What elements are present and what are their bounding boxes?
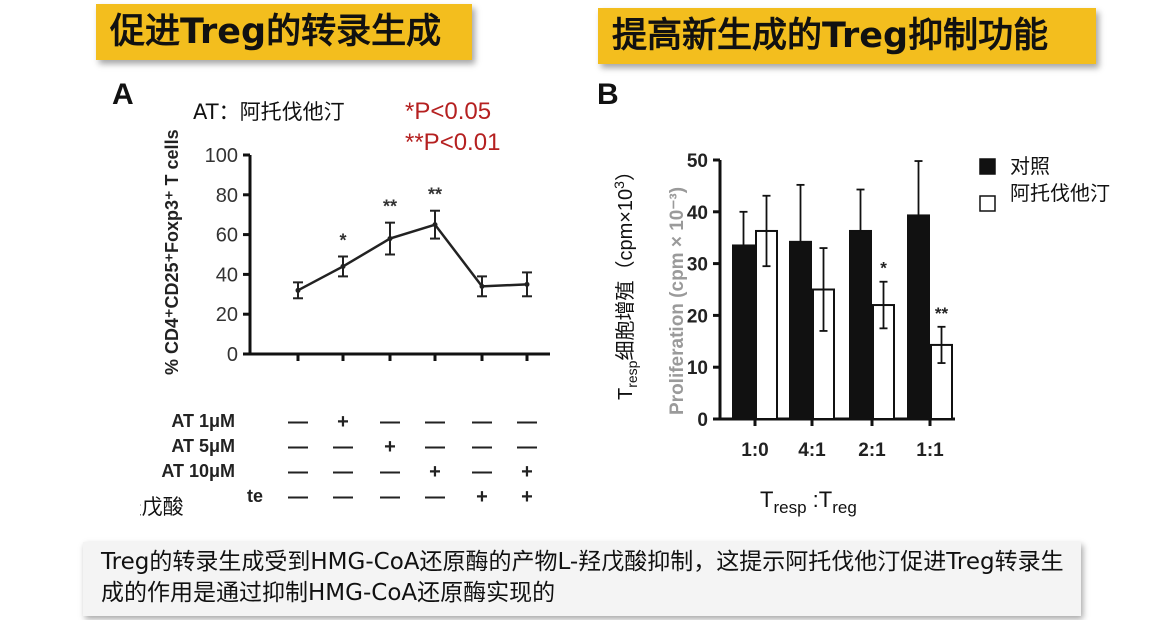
condition-mark: — bbox=[380, 486, 400, 508]
data-point bbox=[432, 222, 438, 228]
condition-mark: — bbox=[288, 461, 308, 483]
conclusion-text: Treg的转录生成受到HMG-CoA还原酶的产物L-羟戊酸抑制，这提示阿托伐他汀… bbox=[101, 549, 1064, 606]
y-tick-label: 20 bbox=[216, 304, 238, 326]
y-tick-label: 0 bbox=[697, 410, 708, 431]
condition-mark: — bbox=[333, 461, 353, 483]
significance-mark: * bbox=[339, 230, 346, 250]
x-tick-label: 1:1 bbox=[916, 440, 944, 461]
bar-control bbox=[849, 229, 872, 420]
data-line bbox=[297, 223, 528, 292]
condition-mark: — bbox=[517, 436, 537, 458]
condition-mark: — bbox=[333, 436, 353, 458]
bar-control bbox=[789, 240, 812, 421]
condition-mark: + bbox=[521, 461, 533, 483]
y-axis-label: Tresp细胞增殖（cpm×103） bbox=[611, 161, 640, 400]
significance-p001: **P<0.01 bbox=[405, 129, 501, 156]
x-tick-label: 2:1 bbox=[858, 440, 886, 461]
bar-chart-area: Proliferation (cpm × 10⁻³) Tresp细胞增殖（cpm×… bbox=[611, 151, 1110, 517]
condition-mark: — bbox=[517, 411, 537, 433]
condition-mark: — bbox=[333, 486, 353, 508]
condition-mark: — bbox=[425, 436, 445, 458]
panel-a-letter: A bbox=[112, 78, 134, 111]
condition-mark: — bbox=[288, 486, 308, 508]
condition-label: AT 5μM bbox=[171, 436, 235, 456]
condition-label-partial: te bbox=[247, 486, 263, 506]
condition-mark: + bbox=[337, 411, 349, 433]
y-tick-label: 30 bbox=[687, 255, 708, 276]
y-tick-label: 100 bbox=[205, 145, 238, 167]
condition-mark: + bbox=[476, 486, 488, 508]
panel-b-chart: Proliferation (cpm × 10⁻³) Tresp细胞增殖（cpm×… bbox=[611, 151, 1110, 517]
condition-mark: — bbox=[288, 436, 308, 458]
y-tick-label: 50 bbox=[687, 151, 708, 172]
x-tick-label: 1:0 bbox=[741, 440, 768, 461]
y-tick-label: 60 bbox=[216, 225, 238, 247]
title-banner-right: 提高新生成的Treg抑制功能 bbox=[598, 8, 1096, 64]
legend-swatch-control bbox=[979, 158, 996, 175]
condition-mark: — bbox=[472, 461, 492, 483]
condition-mark: + bbox=[521, 486, 533, 508]
y-tick-label: 40 bbox=[216, 264, 238, 286]
significance-mark: ** bbox=[935, 304, 949, 323]
conclusion-box: Treg的转录生成受到HMG-CoA还原酶的产物L-羟戊酸抑制，这提示阿托伐他汀… bbox=[83, 542, 1081, 616]
legend-label-control: 对照 bbox=[1010, 155, 1050, 178]
x-axis-label: Tresp :Treg bbox=[760, 487, 857, 517]
title-banner-left: 促进Treg的转录生成 bbox=[96, 4, 472, 60]
y-axis-ghost-label: Proliferation (cpm × 10⁻³) bbox=[667, 187, 688, 415]
y-tick-label: 0 bbox=[227, 344, 238, 366]
at-abbreviation-note: AT：阿托伐他汀 bbox=[193, 100, 345, 124]
significance-mark: ** bbox=[428, 185, 442, 205]
bar-control bbox=[907, 214, 930, 421]
data-point bbox=[479, 283, 485, 289]
condition-mark: — bbox=[472, 436, 492, 458]
condition-mark: — bbox=[380, 411, 400, 433]
condition-mark: — bbox=[425, 411, 445, 433]
y-tick-label: 80 bbox=[216, 185, 238, 207]
condition-label: L－羟戊酸 bbox=[140, 496, 184, 519]
condition-mark: — bbox=[425, 486, 445, 508]
data-point bbox=[387, 236, 393, 242]
x-tick-label: 4:1 bbox=[798, 440, 826, 461]
condition-mark: + bbox=[384, 436, 396, 458]
condition-mark: — bbox=[288, 411, 308, 433]
y-tick-label: 20 bbox=[687, 306, 708, 327]
legend-swatch-atorvastatin bbox=[979, 195, 996, 212]
condition-label: AT 1μM bbox=[171, 411, 235, 431]
y-tick-label: 40 bbox=[687, 203, 708, 224]
data-point bbox=[340, 263, 346, 269]
condition-mark: + bbox=[429, 461, 441, 483]
bar-control bbox=[732, 244, 755, 420]
y-tick-label: 10 bbox=[687, 358, 708, 379]
significance-p005: *P<0.05 bbox=[405, 98, 492, 125]
data-point bbox=[295, 287, 301, 293]
condition-label: AT 10μM bbox=[161, 461, 235, 481]
significance-mark: ** bbox=[383, 197, 397, 217]
data-point bbox=[524, 281, 530, 287]
condition-mark: — bbox=[472, 411, 492, 433]
legend-label-atorvastatin: 阿托伐他汀 bbox=[1010, 182, 1110, 205]
condition-mark: — bbox=[380, 461, 400, 483]
y-axis-label: % CD4⁺CD25⁺Foxp3⁺ T cells bbox=[162, 130, 182, 375]
significance-mark: * bbox=[880, 259, 887, 278]
panel-b-letter: B bbox=[597, 78, 619, 111]
